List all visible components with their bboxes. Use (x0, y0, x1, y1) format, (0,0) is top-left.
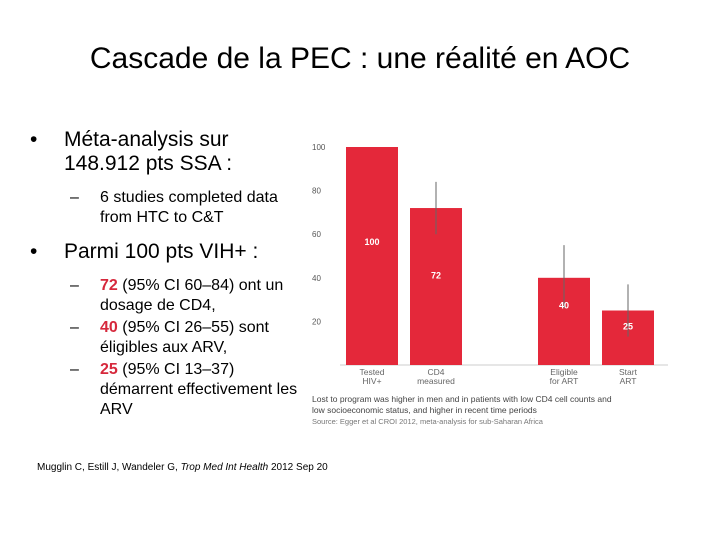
category-label: HIV+ (362, 376, 381, 386)
citation-date: 2012 Sep 20 (268, 462, 328, 473)
category-label: CD4 (427, 367, 444, 377)
dash: – (70, 319, 79, 336)
y-tick-label: 100 (312, 143, 326, 152)
data-label: 72 (431, 271, 441, 281)
sub-bullet-text: 6 studies completed data from HTC to C&T (100, 189, 278, 226)
sub-bullet-start-art: – 25 (95% CI 13–37) démarrent effectivem… (30, 360, 300, 420)
chart-source: Source: Egger et al CROI 2012, meta-anal… (312, 417, 544, 426)
category-label: for ART (550, 376, 579, 386)
data-label: 100 (364, 237, 379, 247)
y-tick-label: 20 (312, 317, 321, 326)
category-label: ART (620, 376, 637, 386)
category-label: Tested (359, 367, 384, 377)
sub-bullet-text: (95% CI 60–84) ont un dosage de CD4, (100, 277, 284, 314)
chart-note: low socioeconomic status, and higher in … (312, 405, 537, 415)
chart-note: Lost to program was higher in men and in… (312, 394, 612, 404)
bar (346, 147, 398, 365)
sub-bullet-studies: – 6 studies completed data from HTC to C… (30, 188, 300, 228)
category-label: measured (417, 376, 455, 386)
bullet-text: Parmi 100 pts VIH+ : (64, 240, 259, 263)
highlight-number: 72 (100, 277, 118, 294)
citation: Mugglin C, Estill J, Wandeler G, Trop Me… (37, 462, 328, 473)
bullet-list: • Méta-analysis sur 148.912 pts SSA : – … (30, 128, 300, 422)
y-tick-label: 80 (312, 187, 321, 196)
sub-bullet-cd4: – 72 (95% CI 60–84) ont un dosage de CD4… (30, 276, 300, 316)
bullet-dot: • (30, 128, 38, 151)
y-tick-label: 60 (312, 230, 321, 239)
dash: – (70, 189, 79, 206)
sub-bullet-eligible: – 40 (95% CI 26–55) sont éligibles aux A… (30, 318, 300, 358)
bullet-100-pts: • Parmi 100 pts VIH+ : (30, 240, 300, 264)
dash: – (70, 277, 79, 294)
bullet-meta-analysis: • Méta-analysis sur 148.912 pts SSA : (30, 128, 300, 176)
sub-bullet-text: (95% CI 13–37) démarrent effectivement l… (100, 361, 298, 418)
citation-journal: Trop Med Int Health (180, 462, 269, 473)
citation-authors: Mugglin C, Estill J, Wandeler G, (37, 462, 181, 473)
data-label: 25 (623, 322, 633, 332)
category-label: Eligible (550, 367, 578, 377)
highlight-number: 25 (100, 361, 118, 378)
category-label: Start (619, 367, 638, 377)
sub-bullet-text: (95% CI 26–55) sont éligibles aux ARV, (100, 319, 269, 356)
highlight-number: 40 (100, 319, 118, 336)
bullet-dot: • (30, 240, 38, 263)
y-tick-label: 40 (312, 274, 321, 283)
dash: – (70, 361, 79, 378)
bullet-text: Méta-analysis sur 148.912 pts SSA : (64, 128, 233, 175)
slide-title: Cascade de la PEC : une réalité en AOC (89, 42, 631, 75)
data-label: 40 (559, 300, 569, 310)
